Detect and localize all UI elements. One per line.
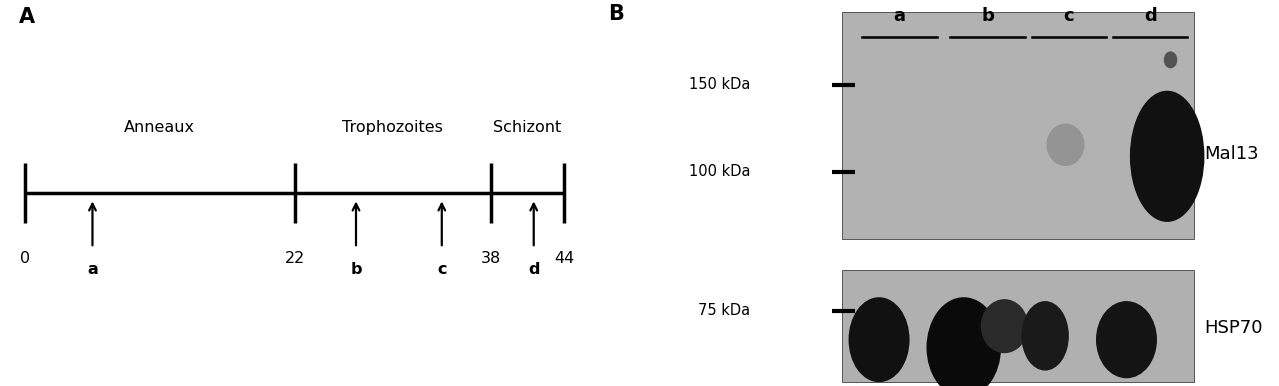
- Ellipse shape: [1164, 51, 1177, 68]
- Text: 0: 0: [20, 251, 31, 266]
- Ellipse shape: [981, 299, 1028, 353]
- Text: 22: 22: [285, 251, 304, 266]
- Ellipse shape: [848, 297, 909, 382]
- Text: 44: 44: [554, 251, 574, 266]
- Ellipse shape: [1129, 91, 1205, 222]
- Text: 75 kDa: 75 kDa: [698, 303, 751, 318]
- Text: B: B: [608, 4, 624, 24]
- Text: d: d: [528, 262, 540, 277]
- Text: 38: 38: [481, 251, 501, 266]
- Text: c: c: [1064, 7, 1074, 25]
- Ellipse shape: [1022, 301, 1069, 371]
- Ellipse shape: [1096, 301, 1157, 378]
- Ellipse shape: [926, 297, 1001, 386]
- Text: b: b: [981, 7, 994, 25]
- Text: 150 kDa: 150 kDa: [689, 78, 751, 92]
- Text: a: a: [894, 7, 906, 25]
- Text: 100 kDa: 100 kDa: [689, 164, 751, 179]
- Text: Mal13: Mal13: [1205, 146, 1259, 163]
- Text: a: a: [87, 262, 97, 277]
- Text: Trophozoites: Trophozoites: [343, 120, 444, 135]
- Bar: [842, 270, 1195, 382]
- Ellipse shape: [1046, 124, 1085, 166]
- Text: A: A: [19, 7, 35, 27]
- Bar: [842, 12, 1195, 239]
- Text: Anneaux: Anneaux: [124, 120, 196, 135]
- Text: c: c: [437, 262, 446, 277]
- Text: d: d: [1143, 7, 1156, 25]
- Text: HSP70: HSP70: [1205, 319, 1262, 337]
- Text: b: b: [350, 262, 362, 277]
- Text: Schizont: Schizont: [494, 120, 561, 135]
